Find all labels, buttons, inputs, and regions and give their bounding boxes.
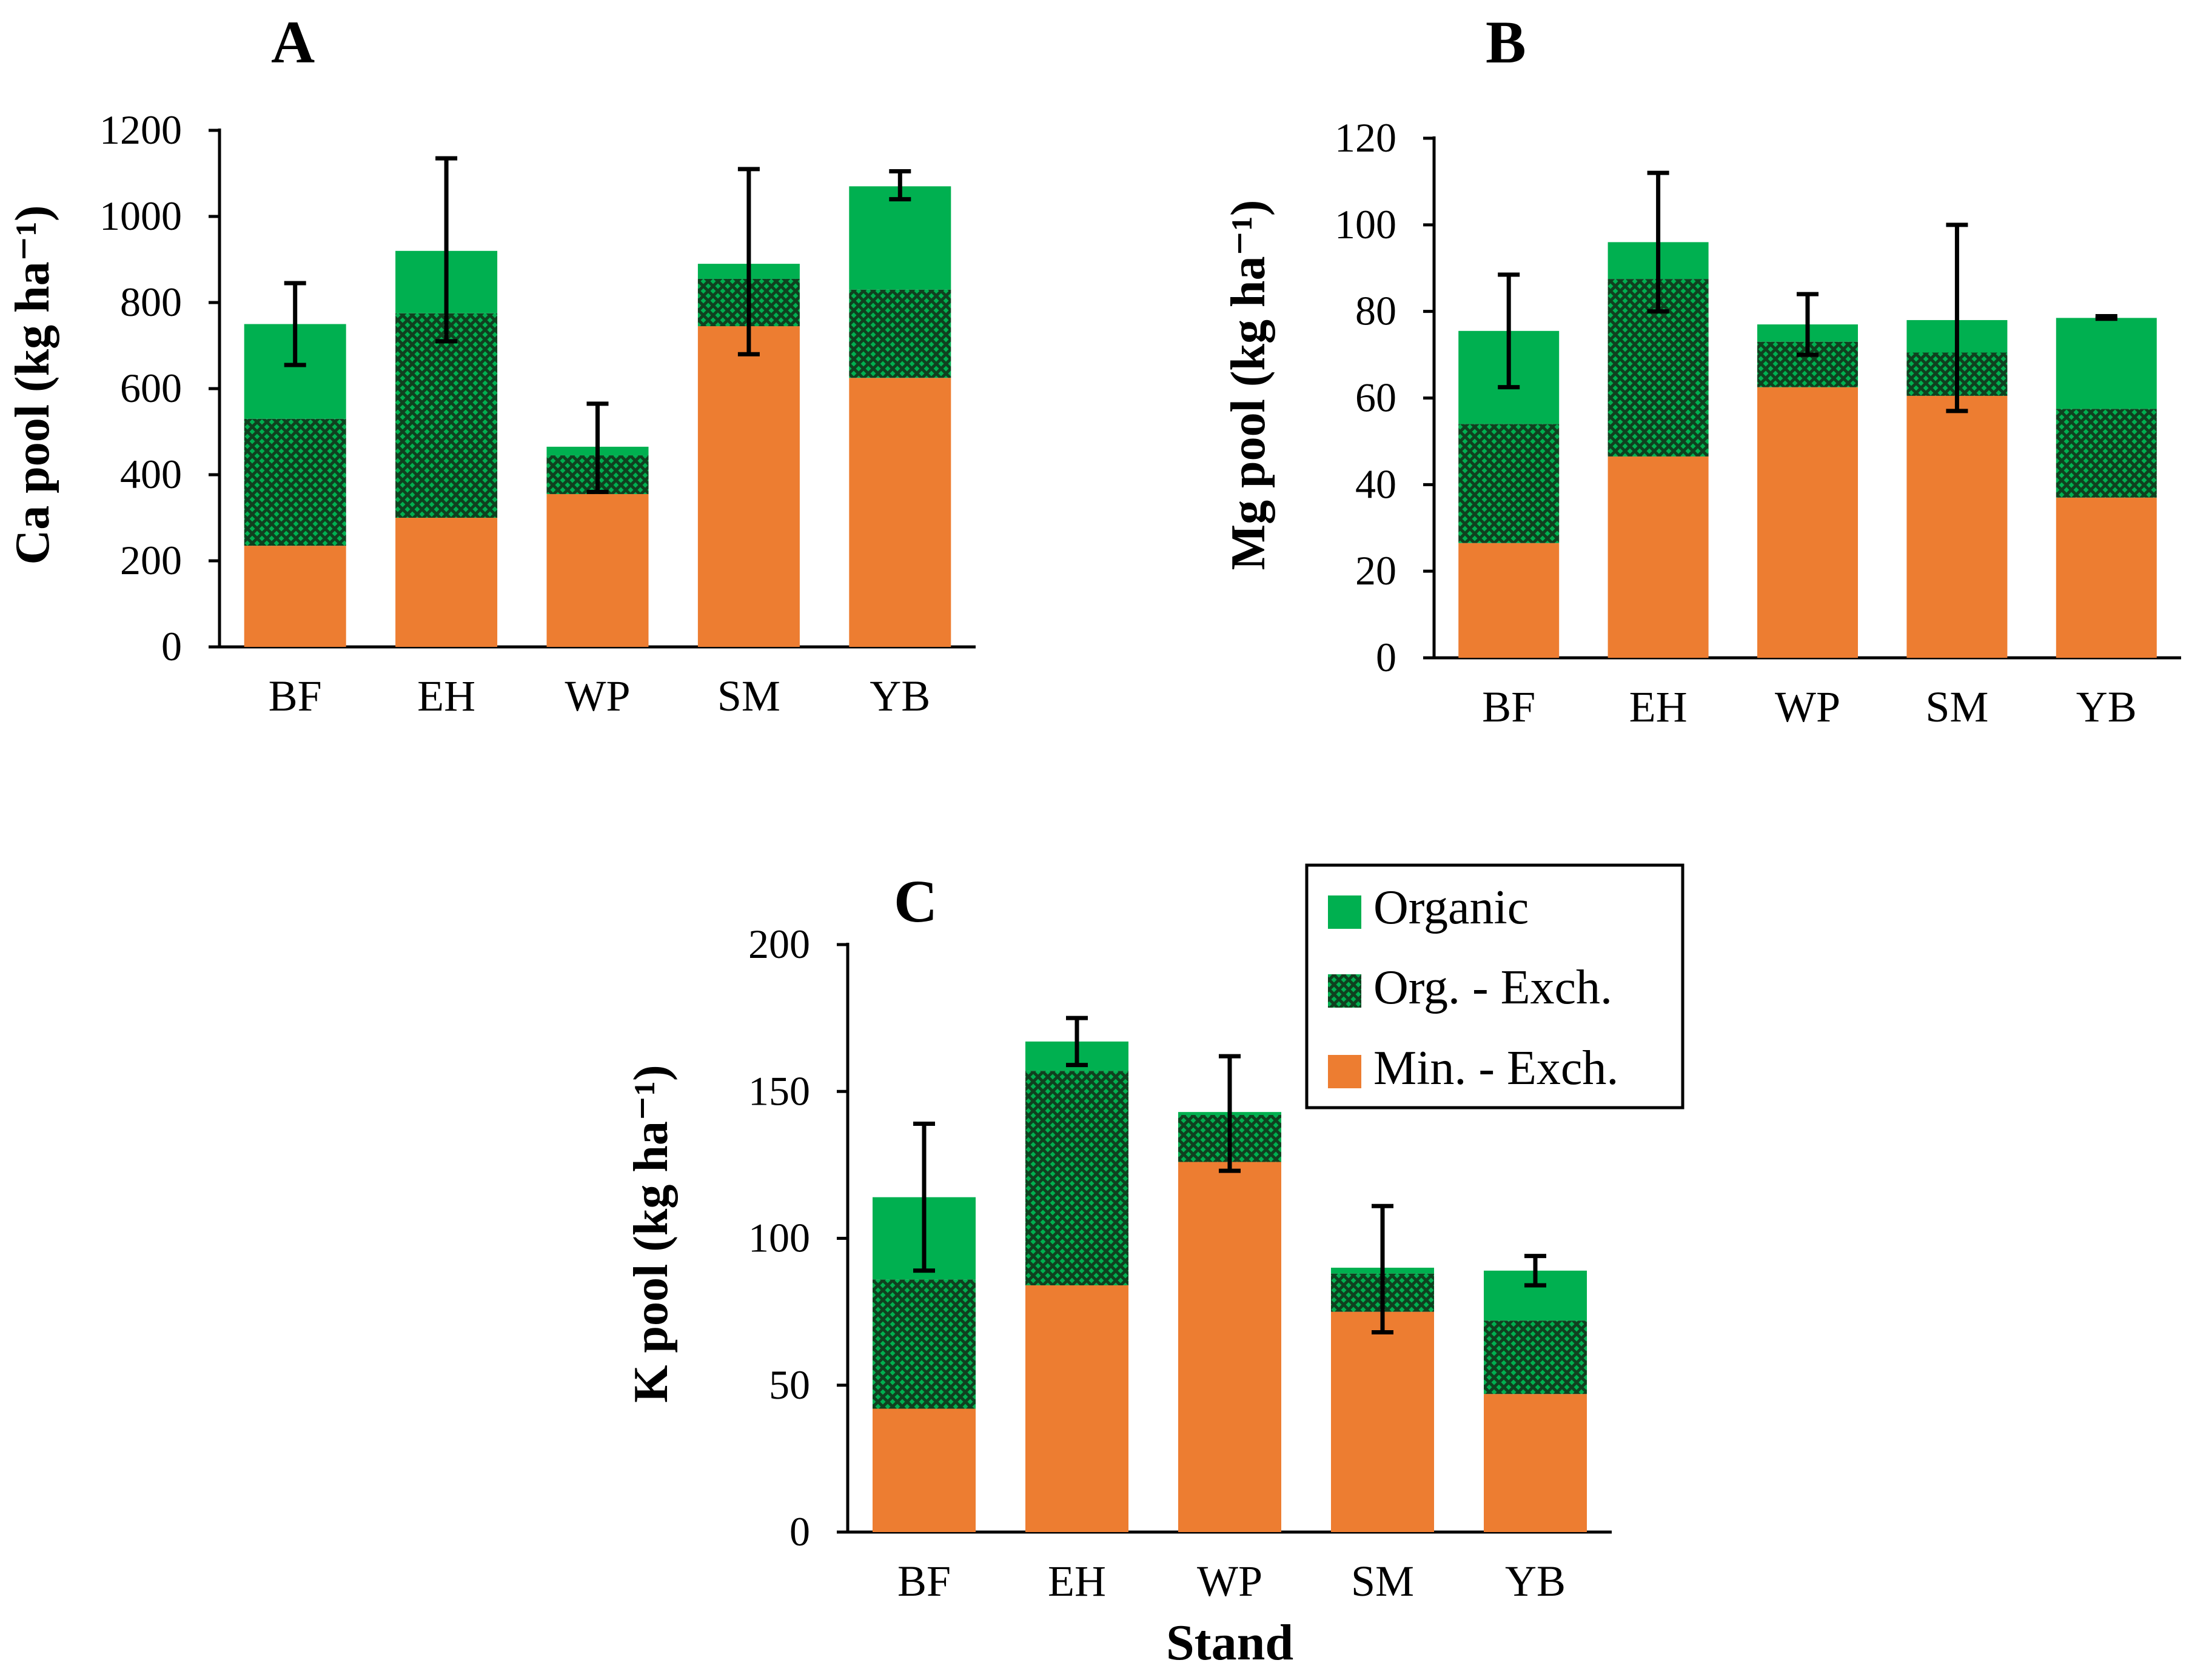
panel-a: A 0 200 400 600 800 1000 1200 BF EH WP SM YB Ca pool… <box>6 8 976 720</box>
panel-a-y-tick-label: 1200 <box>99 107 182 153</box>
panel-a-plot: 0 200 400 600 800 1000 1200 BF EH WP SM YB Ca pool (… <box>6 107 976 720</box>
panel-a-category-label: EH <box>417 672 475 720</box>
panel-b-y-tick-label: 40 <box>1355 461 1396 507</box>
panel-a-bar-yb-org-exch <box>849 289 951 378</box>
panel-c-letter: C <box>894 868 937 935</box>
panel-a-y-tick-label: 1000 <box>99 193 182 239</box>
panel-c-y-tick-label: 0 <box>789 1508 810 1555</box>
legend-label-org-exch: Org. - Exch. <box>1373 961 1612 1014</box>
panel-a-y-tick-label: 200 <box>120 537 182 583</box>
panel-a-category-label: BF <box>269 672 322 720</box>
panel-b-y-tick-label: 60 <box>1355 375 1396 421</box>
panel-b-category-label: BF <box>1482 683 1535 731</box>
panel-b-category-label: WP <box>1775 683 1840 731</box>
panel-b-y-tick-label: 0 <box>1376 634 1396 680</box>
legend-swatch-org-exch <box>1328 974 1361 1008</box>
panel-c-bar-bf-org-exch <box>873 1279 976 1409</box>
panel-b-bar-yb-organic <box>2056 318 2157 409</box>
panel-b-bar-sm-min-exch <box>1906 395 2008 658</box>
legend-label-organic: Organic <box>1373 881 1529 934</box>
panel-c-category-label: YB <box>1505 1557 1566 1605</box>
panel-a-bar-yb-organic <box>849 186 951 290</box>
panel-b-bar-bf-min-exch <box>1458 543 1560 658</box>
panel-c-plot: 0 50 100 150 200 BF EH WP SM YB K pool (kg ha⁻¹) St… <box>625 921 1612 1671</box>
panel-c-bar-yb-org-exch <box>1484 1320 1587 1394</box>
panel-a-y-tick-label: 400 <box>120 451 182 497</box>
panel-b-y-tick-label: 120 <box>1335 115 1396 161</box>
panel-a-bar-wp-min-exch <box>546 494 649 647</box>
panel-c-bar-eh-min-exch <box>1025 1285 1128 1532</box>
legend-box <box>1305 863 1684 1109</box>
panel-c-bar-bf-min-exch <box>873 1408 976 1532</box>
panel-a-letter: A <box>271 8 315 76</box>
panel-b-category-label: YB <box>2076 683 2137 731</box>
panel-a-y-axis-title: Ca pool (kg ha⁻¹) <box>6 206 59 565</box>
panel-b-y-tick-label: 20 <box>1355 547 1396 594</box>
panel-b-bar-bf-org-exch <box>1458 424 1560 543</box>
panel-a-category-label: YB <box>870 672 930 720</box>
legend-swatch-organic <box>1328 895 1361 929</box>
panel-c-y-tick-label: 100 <box>748 1215 810 1261</box>
panel-a-y-tick-label: 800 <box>120 279 182 325</box>
panel-c-y-tick-label: 50 <box>769 1362 810 1408</box>
legend-swatch-min-exch <box>1328 1055 1361 1088</box>
legend: Organic Org. - Exch. Min. - Exch. <box>1305 863 1684 1109</box>
panel-c-y-tick-label: 200 <box>748 921 810 967</box>
panel-b-category-label: EH <box>1629 683 1688 731</box>
panel-a-category-label: SM <box>717 672 780 720</box>
panel-c-category-label: WP <box>1197 1557 1262 1605</box>
panel-a-bar-yb-min-exch <box>849 378 951 647</box>
panel-c-category-label: BF <box>897 1557 951 1605</box>
panel-c-bar-wp-min-exch <box>1178 1162 1281 1532</box>
panel-b-y-tick-label: 80 <box>1355 288 1396 334</box>
panel-b-y-axis-title: Mg pool (kg ha⁻¹) <box>1222 200 1275 571</box>
panel-c-category-label: SM <box>1351 1557 1414 1605</box>
panel-b-bar-yb-min-exch <box>2056 497 2157 658</box>
panel-a-bar-sm-min-exch <box>697 326 800 647</box>
panel-c-x-axis-title: Stand <box>1166 1615 1293 1671</box>
panel-a-y-tick-label: 600 <box>120 365 182 411</box>
panel-c-y-tick-label: 150 <box>748 1068 810 1114</box>
panel-a-bar-bf-org-exch <box>244 418 346 546</box>
panel-c: C 0 50 100 150 200 BF EH WP SM YB K pool (kg ha⁻¹)… <box>625 868 1612 1671</box>
panel-c-category-label: EH <box>1048 1557 1106 1605</box>
panel-b-letter: B <box>1486 8 1526 76</box>
panel-b-y-tick-label: 100 <box>1335 201 1396 247</box>
panel-b-bar-yb-org-exch <box>2056 409 2157 498</box>
panel-c-bar-yb-min-exch <box>1484 1394 1587 1532</box>
panel-c-y-axis-title: K pool (kg ha⁻¹) <box>625 1065 678 1402</box>
panel-a-bar-bf-min-exch <box>244 546 346 647</box>
panel-a-category-label: WP <box>565 672 631 720</box>
panel-b-bar-wp-min-exch <box>1757 387 1858 658</box>
panel-a-bar-eh-org-exch <box>395 313 498 518</box>
panel-b-category-label: SM <box>1925 683 1988 731</box>
panel-b-bar-eh-min-exch <box>1607 456 1709 658</box>
panel-a-y-tick-label: 0 <box>161 623 182 669</box>
panel-c-bar-eh-org-exch <box>1025 1071 1128 1286</box>
panel-c-bar-sm-min-exch <box>1331 1311 1434 1532</box>
panel-b-plot: 0 20 40 60 80 100 120 BF EH WP SM YB Mg pool (kg ha⁻… <box>1222 115 2181 731</box>
legend-label-min-exch: Min. - Exch. <box>1373 1042 1618 1095</box>
panel-b: B 0 20 40 60 80 100 120 BF EH WP SM YB Mg pool (kg h… <box>1222 8 2181 731</box>
panel-a-bar-eh-min-exch <box>395 518 498 647</box>
